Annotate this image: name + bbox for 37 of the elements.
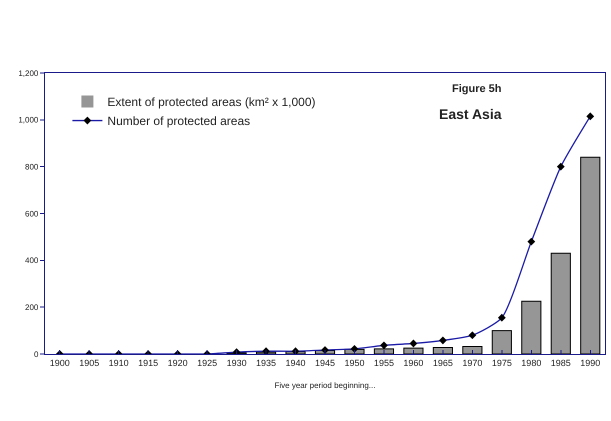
x-tick-label: 1915 <box>138 358 158 368</box>
bar <box>550 252 571 354</box>
bar <box>462 346 482 354</box>
x-tick-label: 1905 <box>79 358 100 368</box>
x-tick-label: 1940 <box>286 358 306 368</box>
x-tick-label: 1935 <box>256 358 276 368</box>
x-tick-label: 1980 <box>521 358 542 368</box>
x-tick-label: 1965 <box>432 358 453 368</box>
x-tick-label: 1900 <box>50 358 70 368</box>
x-tick-label: 1955 <box>374 358 394 368</box>
text: East Asia <box>439 106 502 122</box>
bar <box>521 300 542 354</box>
x-tick-label: 1925 <box>197 358 218 368</box>
x-tick-label: 1975 <box>492 358 512 368</box>
x-tick-label: 1930 <box>226 358 247 368</box>
y-tick-label: 1,200 <box>18 68 39 78</box>
y-tick-label: 0 <box>34 350 39 359</box>
y-tick-label: 1,000 <box>18 116 39 125</box>
y-tick-label: 400 <box>25 256 39 266</box>
text: Figure 5h <box>452 83 502 95</box>
x-tick-label: 1985 <box>550 358 571 368</box>
x-tick-label: 1970 <box>462 358 482 368</box>
x-tick-label: 1920 <box>168 358 188 368</box>
x-tick-label: 1950 <box>344 358 364 368</box>
x-tick-label: 1910 <box>108 358 129 368</box>
bar <box>492 330 512 354</box>
legend-label: Number of protected areas <box>107 114 250 128</box>
y-tick-label: 600 <box>25 209 39 218</box>
x-tick-label: 1945 <box>314 358 336 368</box>
bar <box>432 346 453 354</box>
y-tick-label: 200 <box>25 302 39 312</box>
bar <box>580 156 600 354</box>
x-tick-label: 1990 <box>580 358 600 368</box>
y-tick-label: 800 <box>25 162 39 172</box>
x-axis-title: Five year period beginning... <box>274 380 376 390</box>
x-tick-label: 1960 <box>403 358 424 368</box>
legend-label: Extent of protected areas (km² x 1,000) <box>107 95 316 110</box>
